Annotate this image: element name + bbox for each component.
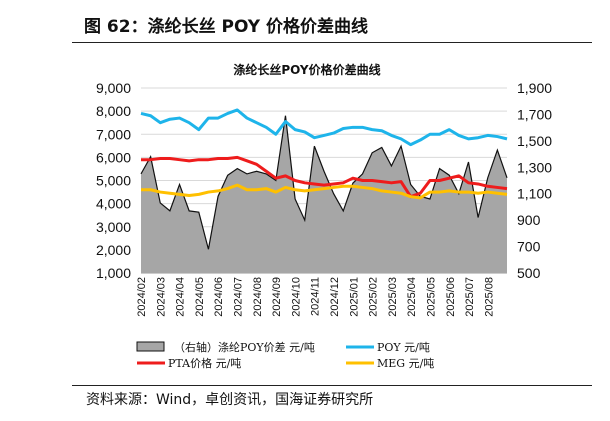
x-tick-label: 2024/10 <box>290 277 302 317</box>
spread-outline <box>140 115 508 250</box>
x-tick-label: 2024/04 <box>175 277 187 317</box>
y-left-tick-label: 9,000 <box>96 80 131 96</box>
x-tick-label: 2024/02 <box>136 277 148 317</box>
y-left-tick-label: 6,000 <box>96 149 131 165</box>
poy-line <box>140 108 508 147</box>
x-tick-label: 2025/08 <box>483 277 495 317</box>
x-tick-label: 2024/06 <box>213 277 225 317</box>
figure-title: 图 62：涤纶长丝 POY 价格价差曲线 <box>84 17 369 37</box>
y-left-tick-label: 5,000 <box>96 173 131 189</box>
y-right-tick-label: 1,700 <box>517 106 552 122</box>
chart-title: 涤纶长丝POY价格价差曲线 <box>233 62 380 77</box>
y-left-tick-label: 2,000 <box>96 242 131 258</box>
meg-line <box>141 183 508 200</box>
y-right-tick-label: 500 <box>517 265 541 281</box>
x-tick-label: 2024/12 <box>329 277 341 317</box>
legend-spread-swatch <box>136 341 165 352</box>
spread-area <box>141 115 507 273</box>
y-right-tick-label: 1,500 <box>517 133 552 149</box>
x-tick-label: 2025/02 <box>368 277 380 317</box>
legend-poy-label: POY 元/吨 <box>377 341 430 354</box>
y-right-tick-label: 900 <box>517 212 541 228</box>
y-right-tick-label: 1,300 <box>517 159 552 175</box>
x-tick-label: 2024/09 <box>271 277 283 317</box>
x-tick-label: 2025/07 <box>464 277 476 317</box>
x-tick-label: 2025/03 <box>387 277 399 317</box>
y-left-tick-label: 7,000 <box>96 126 131 142</box>
source-note: 资料来源：Wind，卓创资讯，国海证券研究所 <box>86 392 374 408</box>
x-tick-label: 2025/05 <box>426 277 438 317</box>
x-tick-label: 2024/08 <box>252 277 264 317</box>
title-divider <box>72 42 592 43</box>
y-right-tick-label: 700 <box>517 239 541 255</box>
legend-spread-label: （右轴）涤纶POY价差 元/吨 <box>174 340 315 354</box>
y-left-tick-label: 4,000 <box>96 196 131 212</box>
y-right-tick-label: 1,100 <box>517 186 552 202</box>
source-divider <box>72 385 592 386</box>
y-left-tick-label: 8,000 <box>96 103 131 119</box>
x-tick-label: 2025/01 <box>348 277 360 317</box>
pta-line <box>141 155 508 199</box>
y-left-tick-label: 1,000 <box>96 265 131 281</box>
legend-pta-label: PTA价格 元/吨 <box>168 356 241 370</box>
x-tick-label: 2024/11 <box>310 277 322 316</box>
x-tick-label: 2024/03 <box>155 277 167 317</box>
legend-meg-label: MEG 元/吨 <box>377 357 434 370</box>
x-tick-label: 2025/06 <box>445 277 457 317</box>
y-right-tick-label: 1,900 <box>517 80 552 96</box>
y-left-tick-label: 3,000 <box>96 219 131 235</box>
x-tick-label: 2025/04 <box>406 277 418 317</box>
x-tick-label: 2024/07 <box>233 277 245 317</box>
x-tick-label: 2024/05 <box>194 277 206 317</box>
